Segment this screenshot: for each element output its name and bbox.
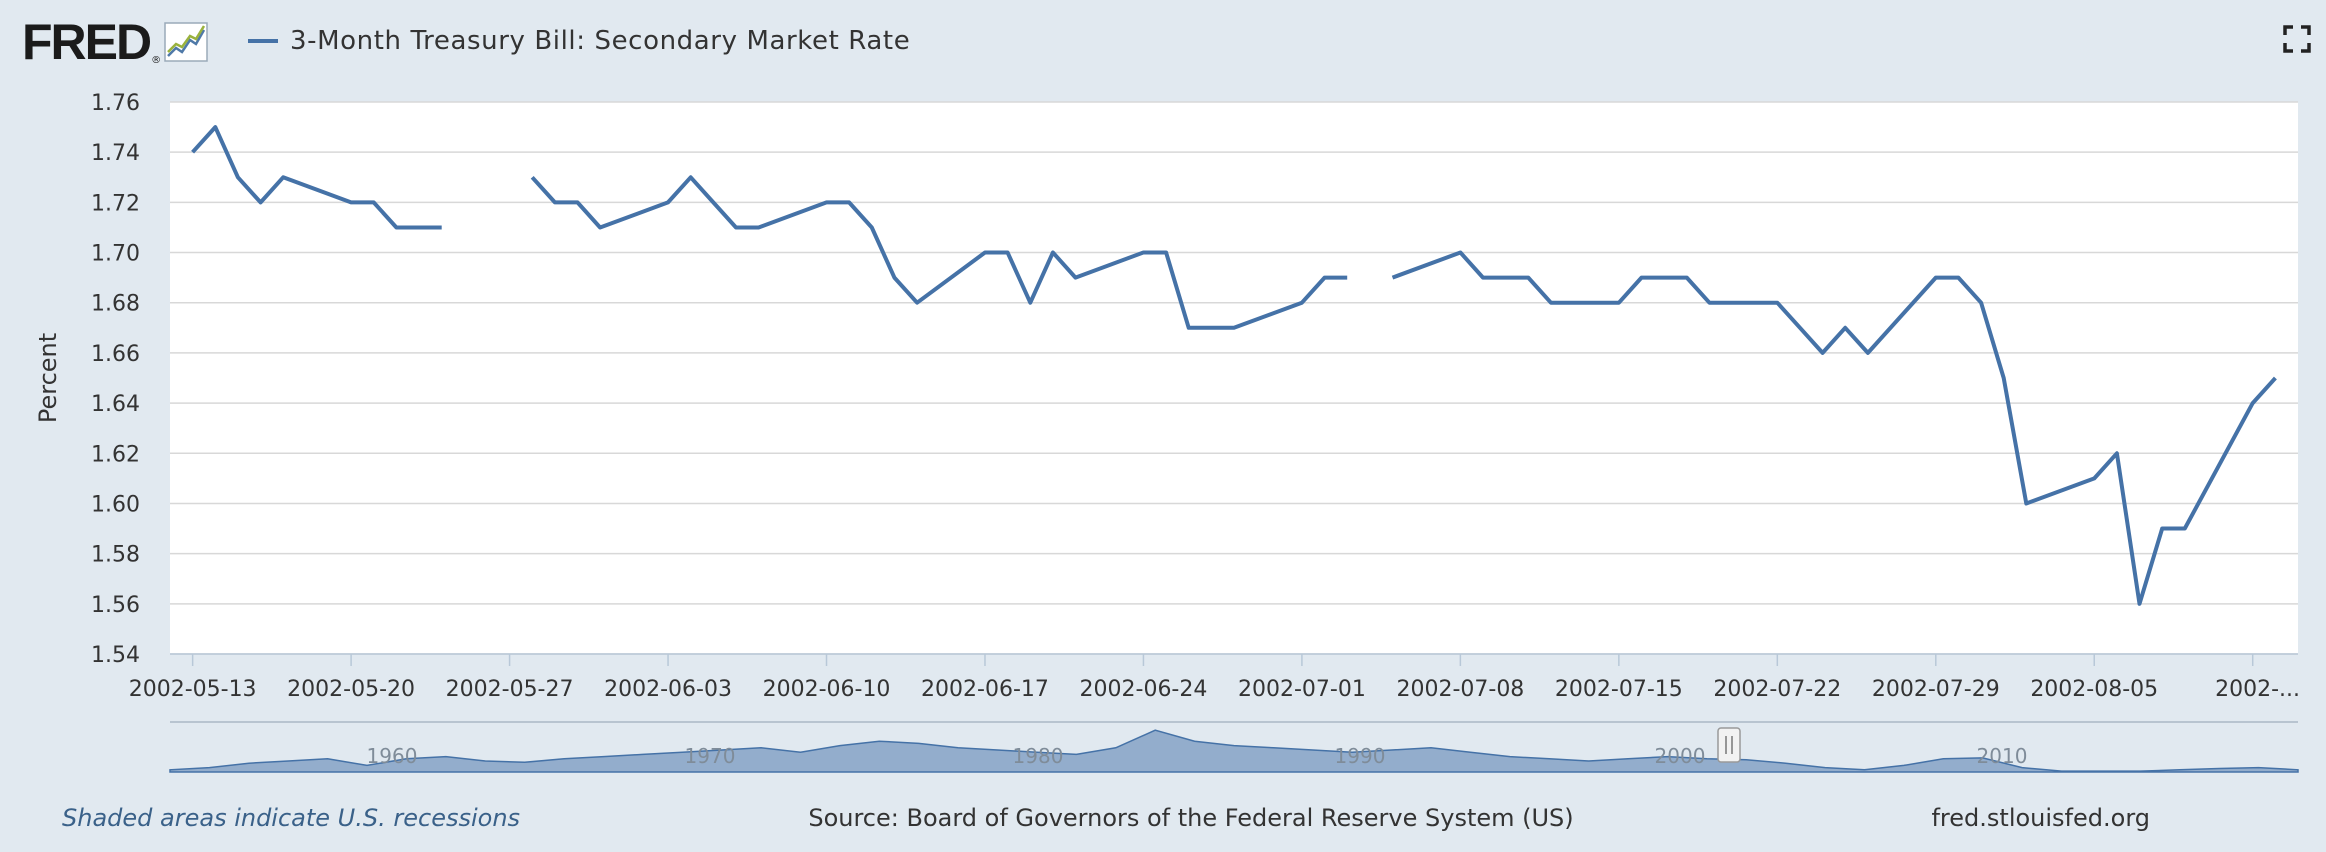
navigator-area <box>169 729 2299 773</box>
fullscreen-icon[interactable] <box>2282 24 2312 54</box>
x-tick-label: 2002-07-29 <box>1872 677 2000 702</box>
chart-area: 1.54 1.56 1.58 1.60 1.62 1.64 1.66 1.68 1.70 1.72… <box>34 91 2300 773</box>
y-tick-label: 1.70 <box>91 242 140 267</box>
x-tick-label: 2002-06-24 <box>1080 677 1208 702</box>
registered-mark: ® <box>151 55 162 66</box>
navigator-tick-label: 1990 <box>1335 744 1386 768</box>
series-line <box>1391 250 2277 606</box>
series-line <box>191 125 442 230</box>
y-tick-label: 1.62 <box>91 442 140 467</box>
y-tick-label: 1.64 <box>91 392 140 417</box>
navigator-tick-label: 2010 <box>1977 744 2028 768</box>
navigator-tick-label: 1960 <box>367 744 418 768</box>
navigator-tick-label: 2000 <box>1655 744 1706 768</box>
legend-swatch <box>248 39 278 43</box>
y-tick-label: 1.68 <box>91 292 140 317</box>
x-tick-label: 2002-07-15 <box>1555 677 1683 702</box>
x-tick-label: 2002-07-01 <box>1238 677 1366 702</box>
y-tick-label: 1.74 <box>91 141 140 166</box>
x-tick-label: 2002-06-17 <box>921 677 1049 702</box>
y-tick-label: 1.56 <box>91 593 140 618</box>
y-tick-label: 1.54 <box>91 643 140 668</box>
source-note: Source: Board of Governors of the Federa… <box>808 804 1574 832</box>
y-tick-label: 1.76 <box>91 91 140 116</box>
navigator-tick-label: 1970 <box>685 744 736 768</box>
logo-graph-icon <box>164 22 208 62</box>
plot-background <box>170 102 2298 654</box>
chart-header: FRED ® 3-Month Treasury Bill: Secondary … <box>0 0 2326 90</box>
logo-text: FRED <box>22 14 152 70</box>
series-legend[interactable]: 3-Month Treasury Bill: Secondary Market … <box>248 26 910 56</box>
y-tick-label: 1.66 <box>91 342 140 367</box>
series-line <box>530 175 1348 330</box>
x-tick-label: 2002-... <box>2215 677 2300 702</box>
y-tick-label: 1.60 <box>91 492 140 517</box>
y-tick-label: 1.58 <box>91 543 140 568</box>
recession-note-link[interactable]: Shaded areas indicate U.S. recessions <box>62 804 521 832</box>
x-tick-label: 2002-05-13 <box>129 677 257 702</box>
x-tick-label: 2002-06-10 <box>763 677 891 702</box>
x-tick-label: 2002-06-03 <box>604 677 732 702</box>
x-tick-label: 2002-05-27 <box>446 677 574 702</box>
y-tick-label: 1.72 <box>91 191 140 216</box>
navigator-tick-label: 1980 <box>1013 744 1064 768</box>
legend-label: 3-Month Treasury Bill: Secondary Market … <box>290 26 911 56</box>
x-tick-label: 2002-07-22 <box>1713 677 1841 702</box>
fred-logo[interactable]: FRED ® <box>22 12 208 72</box>
fred-site-link[interactable]: fred.stlouisfed.org <box>1931 804 2150 832</box>
x-tick-label: 2002-07-08 <box>1396 677 1524 702</box>
navigator[interactable]: 1960 1970 1980 1990 2000 2010 <box>169 727 2299 773</box>
x-tick-label: 2002-08-05 <box>2030 677 2158 702</box>
navigator-handle[interactable] <box>1717 727 1741 763</box>
x-tick-label: 2002-05-20 <box>287 677 415 702</box>
y-axis-title: Percent <box>34 333 62 423</box>
